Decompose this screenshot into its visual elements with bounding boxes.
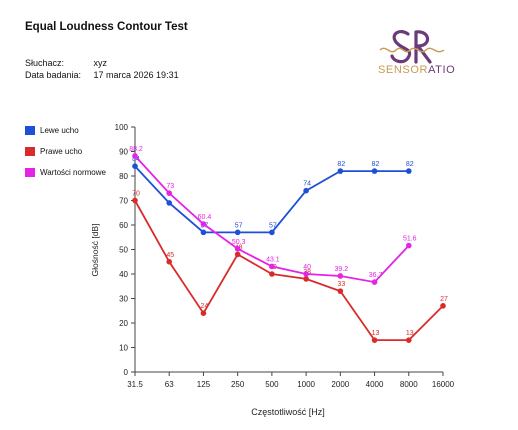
x-tick-label: 63: [165, 380, 174, 389]
data-point-right: [405, 337, 412, 343]
x-tick-label: 500: [265, 380, 279, 389]
x-axis-label: Częstotliwość [Hz]: [251, 407, 325, 417]
legend-swatch-left: [25, 126, 35, 135]
data-label-norm: 60.4: [198, 214, 212, 221]
data-point-right: [166, 258, 173, 265]
data-label-norm: 43.1: [266, 256, 280, 263]
y-tick-label: 90: [119, 148, 128, 157]
y-tick-label: 30: [119, 295, 128, 304]
data-point-left: [303, 187, 309, 194]
data-point-right: [200, 310, 207, 317]
data-point-right: [132, 197, 138, 204]
logo-text-part1: SENSOR: [378, 64, 429, 76]
data-label-right: 24: [201, 303, 209, 310]
legend-label-left: Lewe ucho: [40, 126, 79, 135]
data-point-norm: [269, 263, 275, 270]
data-point-left: [234, 229, 241, 236]
chart-legend: Lewe ucho Prawe ucho Wartości normowe: [25, 123, 106, 186]
data-point-left: [337, 168, 344, 174]
x-tick-label: 1000: [297, 380, 315, 389]
listener-value: xyz: [93, 58, 108, 68]
data-point-left: [371, 168, 378, 174]
data-label-right: 45: [166, 252, 174, 259]
data-label-left: 57: [269, 222, 277, 229]
data-label-right: 33: [337, 281, 345, 288]
y-tick-label: 10: [119, 344, 128, 353]
data-label-norm: 39.2: [335, 266, 349, 273]
data-label-norm: 88.2: [129, 146, 143, 153]
y-tick-label: 20: [119, 319, 128, 328]
data-point-left: [405, 168, 412, 174]
data-label-left: 82: [337, 161, 345, 168]
data-point-norm: [166, 190, 173, 196]
data-point-right: [303, 276, 309, 282]
logo-wordmark: SENSORATIO: [378, 64, 455, 76]
data-point-right: [371, 337, 378, 343]
data-point-right: [440, 303, 446, 309]
y-tick-label: 70: [119, 197, 128, 206]
legend-item-right[interactable]: Prawe ucho: [25, 144, 106, 159]
legend-label-norm: Wartości normowe: [40, 168, 106, 177]
x-tick-label: 31.5: [127, 380, 143, 389]
data-label-norm: 51.6: [403, 236, 417, 243]
data-label-left: 84: [132, 156, 140, 163]
data-point-left: [269, 229, 275, 236]
listener-row: Słuchacz: xyz: [25, 58, 107, 68]
chart-series: 84575757748282827045244840383313132788.2…: [129, 146, 448, 343]
y-tick-label: 0: [124, 368, 129, 377]
data-label-left: 74: [303, 181, 311, 188]
date-value: 17 marca 2026 19:31: [93, 70, 179, 80]
x-tick-label: 16000: [432, 380, 455, 389]
data-point-norm: [371, 279, 378, 285]
x-tick-label: 4000: [366, 380, 384, 389]
legend-swatch-right: [25, 147, 35, 156]
data-label-right: 27: [440, 296, 448, 303]
x-tick-label: 8000: [400, 380, 418, 389]
data-label-norm: 40: [303, 264, 311, 271]
data-label-norm: 73: [166, 183, 174, 190]
logo-text-part2: ATIO: [428, 64, 456, 76]
date-label: Data badania:: [25, 70, 82, 80]
sensoratio-logo-icon: [379, 29, 445, 64]
legend-label-right: Prawe ucho: [40, 147, 83, 156]
data-label-left: 82: [406, 161, 414, 168]
data-point-norm: [234, 245, 241, 252]
data-label-norm: 36.7: [369, 272, 383, 279]
x-tick-label: 2000: [331, 380, 349, 389]
y-tick-label: 100: [115, 123, 129, 132]
y-tick-label: 60: [119, 221, 128, 230]
x-tick-label: 125: [197, 380, 211, 389]
date-row: Data badania: 17 marca 2026 19:31: [25, 70, 179, 80]
y-axis-label: Głośność [dB]: [90, 224, 100, 277]
data-label-left: 57: [235, 222, 243, 229]
data-point-left: [166, 200, 173, 206]
data-point-norm: [200, 221, 207, 227]
listener-label: Słuchacz:: [25, 58, 65, 68]
y-tick-label: 50: [119, 246, 128, 255]
data-point-norm: [132, 153, 138, 159]
data-point-right: [269, 271, 275, 277]
data-point-right: [337, 288, 344, 294]
legend-swatch-norm: [25, 168, 35, 177]
data-point-left: [132, 163, 138, 169]
page-title: Equal Loudness Contour Test: [25, 21, 188, 33]
data-label-right: 70: [132, 191, 140, 198]
data-point-norm: [337, 273, 344, 279]
legend-item-norm[interactable]: Wartości normowe: [25, 165, 106, 180]
series-line-right: [134, 200, 444, 342]
legend-item-left[interactable]: Lewe ucho: [25, 123, 106, 138]
y-tick-label: 40: [119, 270, 128, 279]
data-label-right: 13: [372, 330, 380, 337]
data-point-norm: [303, 271, 309, 277]
x-tick-label: 250: [231, 380, 245, 389]
data-point-left: [200, 229, 207, 236]
data-label-left: 82: [372, 161, 380, 168]
data-point-right: [234, 251, 241, 258]
data-label-right: 13: [406, 330, 414, 337]
data-label-norm: 50.3: [232, 239, 246, 246]
y-tick-label: 80: [119, 172, 128, 181]
data-point-norm: [405, 242, 412, 249]
